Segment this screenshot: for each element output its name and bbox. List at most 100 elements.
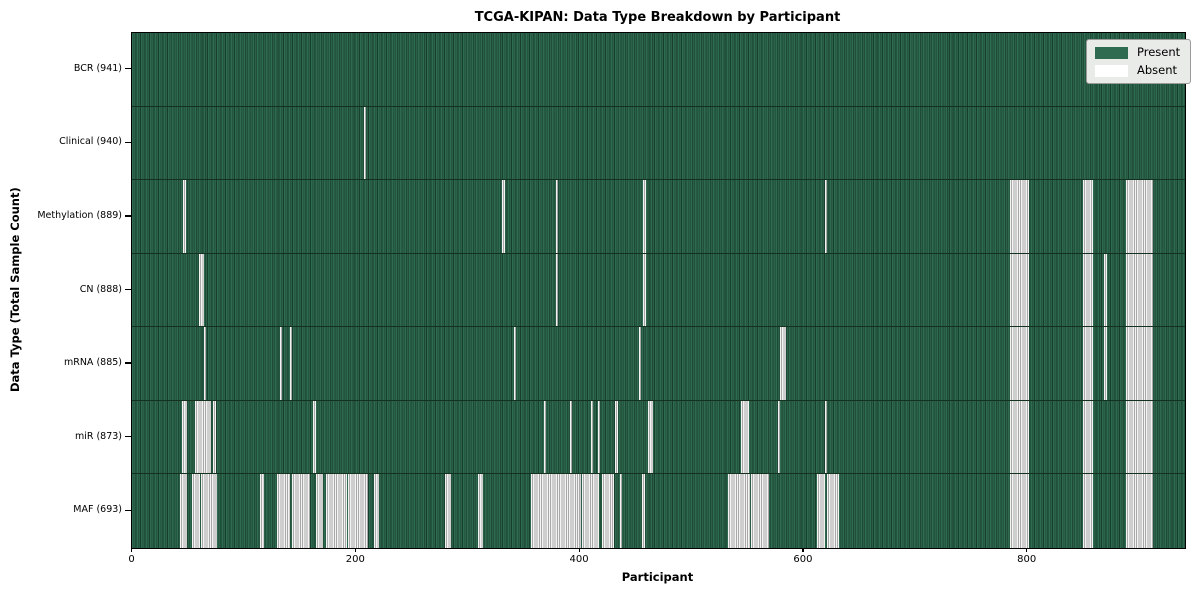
legend-swatch-present-icon — [1095, 46, 1128, 59]
x-tick-mark — [130, 548, 133, 552]
absent-stripe — [1125, 180, 1153, 253]
absent-stripe — [203, 327, 206, 400]
heatmap-row-maf — [132, 474, 1185, 548]
legend-label: Absent — [1137, 63, 1178, 77]
x-tick-mark — [802, 548, 804, 552]
absent-stripe — [292, 474, 310, 548]
absent-stripe — [445, 474, 451, 548]
absent-stripe — [1083, 474, 1094, 548]
y-tick-label: CN (888) — [79, 283, 122, 295]
y-tick-label: BCR (941) — [73, 62, 122, 74]
absent-stripe — [1104, 327, 1107, 400]
absent-stripe — [1010, 253, 1030, 327]
absent-stripe — [194, 400, 212, 474]
absent-stripe — [1083, 253, 1094, 327]
absent-stripe — [315, 474, 324, 548]
absent-stripe — [1125, 400, 1153, 474]
absent-stripe — [777, 400, 780, 474]
absent-stripe — [182, 400, 187, 474]
absent-stripe — [1083, 327, 1094, 400]
absent-stripe — [1010, 327, 1030, 400]
x-tick-label: 800 — [1017, 554, 1037, 565]
y-tick-mark — [125, 436, 131, 438]
x-tick-mark — [1026, 548, 1028, 552]
absent-stripe — [750, 474, 769, 548]
absent-stripe — [279, 327, 282, 400]
x-tick-label: 200 — [345, 554, 365, 565]
absent-stripe — [642, 474, 645, 548]
absent-stripe — [1104, 253, 1107, 327]
absent-stripe — [647, 400, 654, 474]
absent-stripe — [740, 400, 749, 474]
x-tick-label: 0 — [128, 554, 135, 565]
absent-stripe — [619, 474, 623, 548]
chart-title: TCGA-KIPAN: Data Type Breakdown by Parti… — [474, 10, 841, 25]
absent-stripe — [325, 474, 347, 548]
absent-stripe — [728, 474, 750, 548]
absent-stripe — [502, 180, 505, 253]
absent-stripe — [1083, 400, 1094, 474]
y-tick-mark — [125, 288, 131, 291]
absent-stripe — [569, 400, 572, 474]
absent-stripe — [638, 327, 642, 400]
absent-stripe — [581, 474, 599, 548]
x-tick-mark — [354, 548, 356, 552]
absent-stripe — [1010, 180, 1030, 253]
heatmap-row-methylation — [132, 180, 1185, 254]
absent-stripe — [1083, 180, 1094, 253]
absent-stripe — [779, 327, 786, 400]
absent-stripe — [1010, 400, 1030, 474]
absent-stripe — [183, 180, 186, 253]
plot-area — [131, 32, 1186, 549]
absent-stripe — [590, 400, 594, 474]
absent-stripe — [643, 180, 646, 253]
absent-stripe — [259, 474, 265, 548]
legend-label: Present — [1137, 45, 1181, 59]
absent-stripe — [192, 474, 201, 548]
y-tick-label: MAF (693) — [73, 504, 122, 516]
heatmap-row-mir — [132, 400, 1185, 475]
y-tick-label: Clinical (940) — [59, 136, 122, 148]
absent-stripe — [1125, 327, 1153, 400]
absent-stripe — [347, 474, 369, 548]
absent-stripe — [1125, 474, 1153, 548]
absent-stripe — [180, 474, 187, 548]
absent-stripe — [543, 400, 547, 474]
absent-stripe — [1010, 474, 1030, 548]
heatmap-row-clinical — [132, 106, 1185, 181]
heatmap-row-cn — [132, 253, 1185, 328]
x-tick-mark — [578, 548, 580, 552]
heatmap-row-bcr — [132, 33, 1185, 107]
absent-stripe — [816, 474, 825, 548]
legend-item-present: Present — [1095, 46, 1180, 59]
legend-item-absent: Absent — [1095, 64, 1180, 77]
absent-stripe — [601, 474, 615, 548]
y-tick-label: mRNA (885) — [63, 357, 122, 369]
absent-stripe — [212, 400, 216, 474]
absent-stripe — [615, 400, 618, 474]
absent-stripe — [824, 180, 827, 253]
heatmap-row-mrna — [132, 327, 1185, 401]
absent-stripe — [597, 400, 600, 474]
y-tick-label: Methylation (889) — [37, 209, 122, 221]
absent-stripe — [199, 253, 204, 327]
absent-stripe — [313, 400, 316, 474]
legend: Present Absent — [1086, 39, 1192, 84]
absent-stripe — [556, 253, 559, 327]
legend-swatch-absent-icon — [1095, 64, 1128, 77]
absent-stripe — [373, 474, 380, 548]
absent-stripe — [201, 474, 218, 548]
absent-stripe — [643, 253, 646, 327]
y-tick-mark — [125, 509, 131, 511]
x-tick-label: 600 — [793, 554, 813, 565]
x-tick-label: 400 — [569, 554, 589, 565]
y-tick-mark — [125, 215, 131, 217]
absent-stripe — [277, 474, 290, 548]
y-tick-label: miR (873) — [74, 430, 122, 442]
y-tick-mark — [125, 362, 131, 364]
absent-stripe — [513, 327, 516, 400]
x-axis-label: Participant — [621, 570, 694, 584]
absent-stripe — [363, 106, 366, 180]
absent-stripe — [826, 474, 840, 548]
